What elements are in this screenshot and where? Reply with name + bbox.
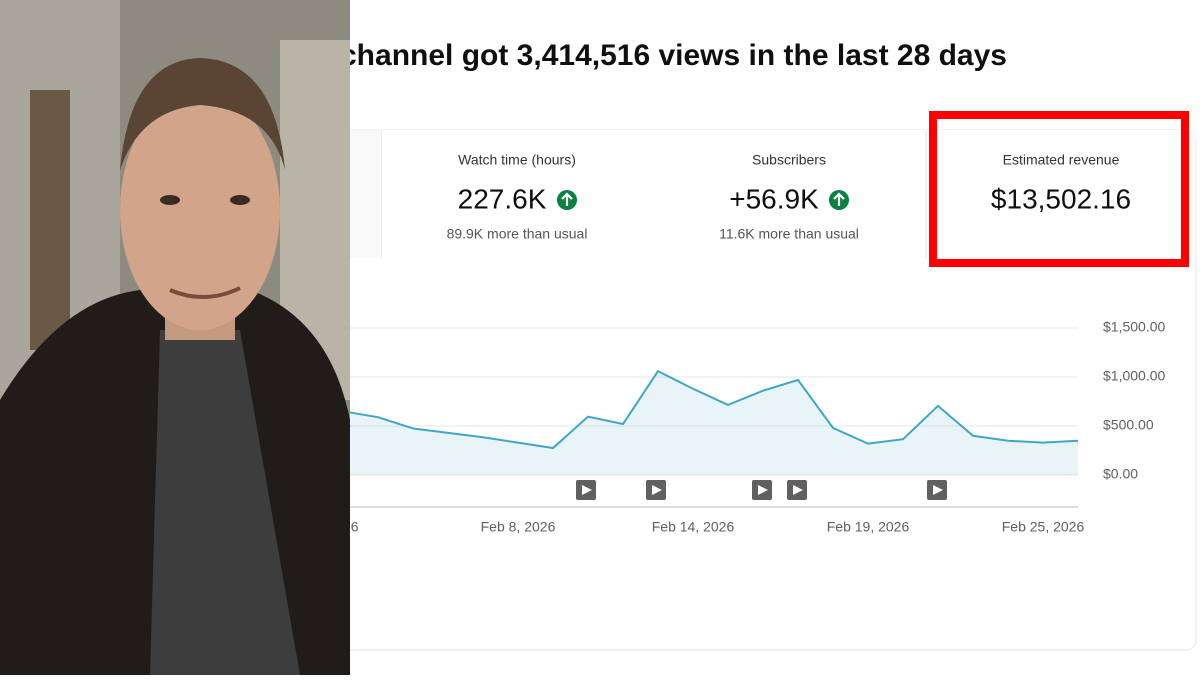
line [342,369,1079,450]
photo-hair [120,58,285,170]
metric-label: Watch time (hours) [458,152,576,168]
x-tick-label: Feb 8, 2026 [481,519,556,535]
x-tick-label: Feb 19, 2026 [827,519,910,535]
photo-door [30,90,70,350]
metric-card[interactable] [926,130,1188,258]
y-tick-label: $1,000.00 [1103,368,1165,384]
metric-value: +56.9K [729,183,819,214]
video-marker-icon [758,485,768,495]
y-tick-label: $0.00 [1103,466,1138,482]
photo-shirt [150,330,300,675]
highlight-box [929,111,1189,267]
x-tick-label: Feb 14, 2026 [652,519,735,535]
metric-note: 11.6K more than usual [719,226,859,242]
video-marker-icon [652,485,662,495]
metric-value: $13,502.16 [991,183,1131,214]
area-fill [343,371,1078,475]
photo [0,0,350,675]
title: channel got 3,414,516 views in the last … [340,39,1007,72]
metric-note: 89.9K more than usual [447,226,588,242]
photo-mouth [169,286,241,300]
video-marker-icon [793,485,803,495]
y-tick-label: $1,500.00 [1103,319,1165,335]
photo-face [120,90,280,330]
metric-value: 227.6K [458,183,547,214]
revenue-chart: $0.00$500.00$1,000.00$1,500.002026Feb 8,… [327,319,1165,535]
video-marker-icon [933,485,943,495]
y-tick-label: $500.00 [1103,417,1154,433]
video-marker-icon [582,485,592,495]
x-tick-label: Feb 25, 2026 [1002,519,1085,535]
up-arrow [561,192,573,206]
metric-label: Subscribers [752,152,826,168]
up-arrow [833,192,845,206]
metric-card[interactable] [382,130,654,258]
photo-eye [230,195,250,205]
metric-card[interactable] [654,130,926,258]
photo-eye [160,195,180,205]
metric-label: Estimated revenue [1003,152,1120,168]
